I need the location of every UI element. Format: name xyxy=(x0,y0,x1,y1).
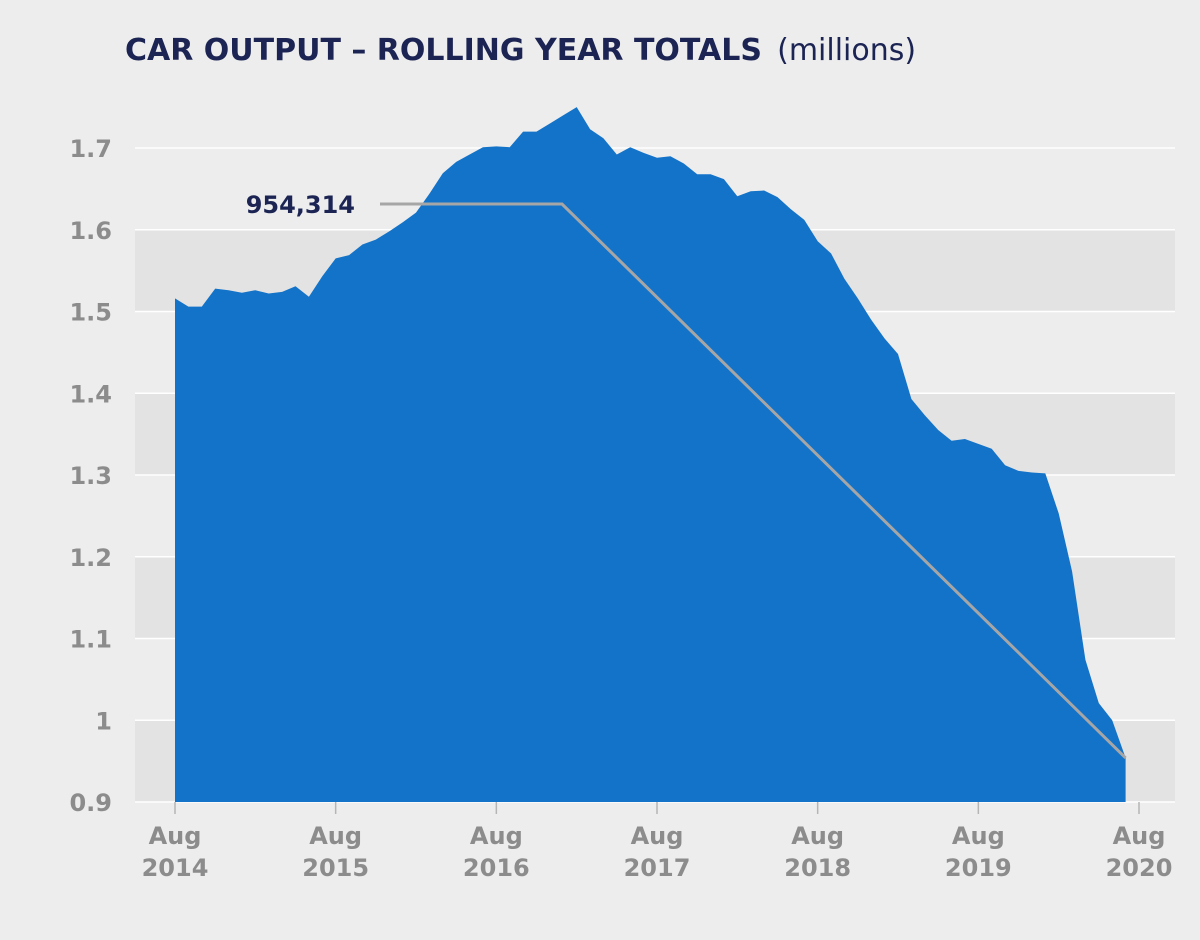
x-axis: Aug 2014 Aug 2015 Aug 2016 Aug 2017 Aug 2018 Aug 20… xyxy=(142,802,1173,882)
x-tick-year: 2015 xyxy=(302,854,369,882)
annotation-leader-line xyxy=(380,202,1127,759)
x-tick-label: Aug 2018 xyxy=(784,822,851,882)
x-tick-label: Aug 2017 xyxy=(624,822,691,882)
plot-area xyxy=(175,107,1126,803)
x-tick-year: 2018 xyxy=(784,854,851,882)
x-tick-year: 2020 xyxy=(1106,854,1173,882)
y-tick-label: 1 xyxy=(95,707,112,735)
y-tick-label: 1.2 xyxy=(69,544,112,572)
x-tick-month: Aug xyxy=(791,822,844,850)
x-tick-label: Aug 2019 xyxy=(945,822,1012,882)
area-series xyxy=(175,107,1126,803)
x-tick-month: Aug xyxy=(470,822,523,850)
x-tick-month: Aug xyxy=(149,822,202,850)
y-tick-label: 1.6 xyxy=(69,217,112,245)
x-tick-year: 2016 xyxy=(463,854,530,882)
y-axis: 0.9 1 1.1 1.2 1.3 1.4 1.5 1.6 1.7 xyxy=(69,135,112,817)
x-tick-month: Aug xyxy=(631,822,684,850)
x-tick-month: Aug xyxy=(952,822,1005,850)
x-tick-label: Aug 2014 xyxy=(142,822,209,882)
y-tick-label: 1.5 xyxy=(69,299,112,327)
y-tick-label: 1.1 xyxy=(69,626,112,654)
x-tick-label: Aug 2016 xyxy=(463,822,530,882)
x-tick-label: Aug 2020 xyxy=(1106,822,1173,882)
x-tick-month: Aug xyxy=(309,822,362,850)
chart-title-main: CAR OUTPUT – ROLLING YEAR TOTALS xyxy=(125,33,762,68)
chart-title-unit: (millions) xyxy=(777,33,916,68)
x-tick-label: Aug 2015 xyxy=(302,822,369,882)
x-tick-year: 2019 xyxy=(945,854,1012,882)
annotation-label: 954,314 xyxy=(246,191,355,219)
x-tick-month: Aug xyxy=(1113,822,1166,850)
y-tick-label: 1.3 xyxy=(69,462,112,490)
y-tick-label: 1.4 xyxy=(69,380,112,408)
x-tick-year: 2014 xyxy=(142,854,209,882)
y-tick-label: 0.9 xyxy=(69,789,112,817)
y-tick-label: 1.7 xyxy=(69,135,112,163)
chart-title: CAR OUTPUT – ROLLING YEAR TOTALS (millio… xyxy=(125,33,916,68)
annotation: 954,314 xyxy=(246,191,1127,759)
x-tick-year: 2017 xyxy=(624,854,691,882)
